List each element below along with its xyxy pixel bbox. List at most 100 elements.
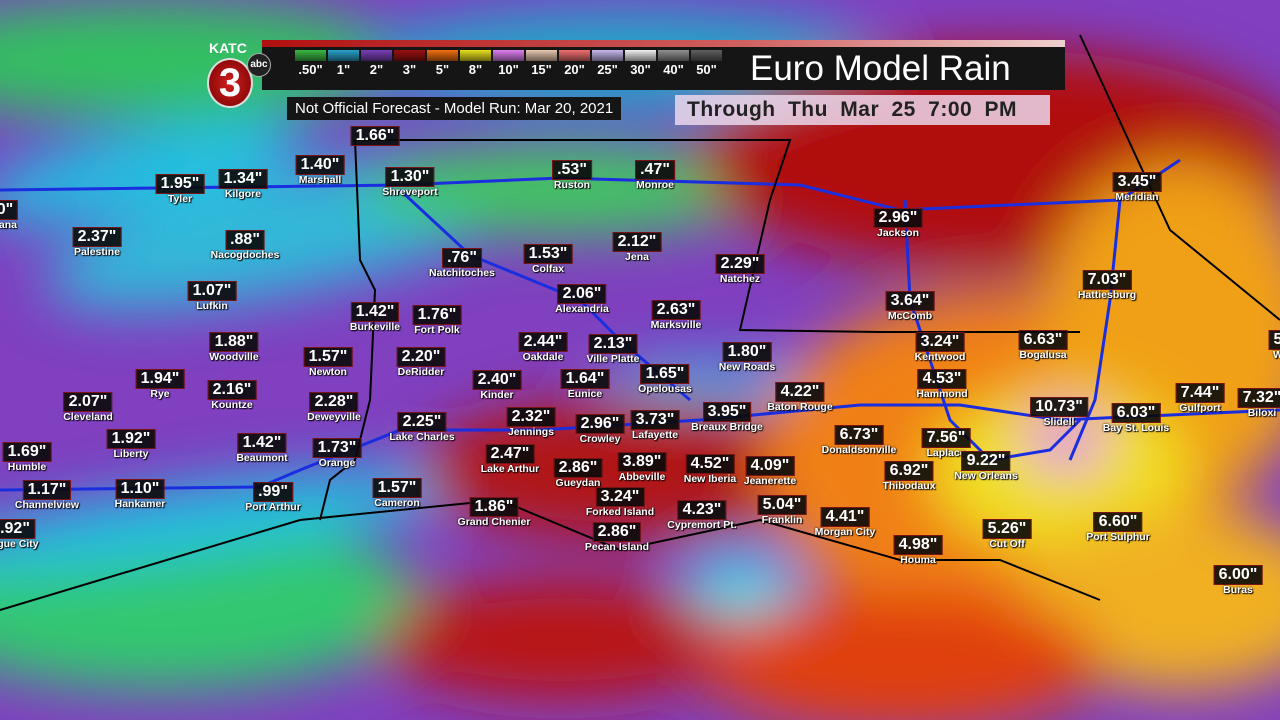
city-label: .53" Ruston — [552, 160, 592, 191]
city-label: 7.44" Gulfport — [1175, 383, 1225, 414]
city-label: .76" Natchitoches — [429, 248, 495, 279]
legend-swatch — [427, 50, 458, 61]
city-name: Deweyville — [307, 411, 361, 423]
legend-item: 8" — [460, 50, 491, 79]
rain-total: 3.45" — [1112, 172, 1162, 192]
city-label: 2.86" Gueydan — [553, 458, 603, 489]
rain-total: 7.56" — [921, 428, 971, 448]
city-label: 6.60" Port Sulphur — [1086, 512, 1150, 543]
legend-item: 5" — [427, 50, 458, 79]
city-name: Kentwood — [914, 351, 966, 363]
city-label: 6.00" Buras — [1213, 565, 1263, 596]
rain-total: 2.06" — [557, 284, 607, 304]
rain-total: 3.89" — [617, 452, 667, 472]
city-name: Hammond — [916, 388, 968, 400]
city-label: 1.69" Humble — [2, 442, 52, 473]
city-label: 1.17" Channelview — [15, 480, 79, 511]
legend-swatch — [691, 50, 722, 61]
city-name: Opelousas — [638, 383, 692, 395]
legend-item: 40" — [658, 50, 689, 79]
rain-total: 1.69" — [2, 442, 52, 462]
city-name: Gueydan — [555, 477, 601, 489]
city-label: 1.88" Woodville — [209, 332, 259, 363]
city-name: Eunice — [567, 388, 603, 400]
rain-total: 1.30" — [385, 167, 435, 187]
legend-swatch — [328, 50, 359, 61]
legend-label: .50" — [298, 62, 323, 77]
city-name: Humble — [7, 461, 47, 473]
rain-total: 2.86" — [592, 522, 642, 542]
city-label: 1.42" Burkeville — [350, 302, 400, 333]
rain-total: 4.52" — [685, 454, 735, 474]
legend-swatch — [394, 50, 425, 61]
city-name: cana — [0, 219, 17, 231]
rain-total: 4.41" — [820, 507, 870, 527]
legend-swatch — [526, 50, 557, 61]
city-name: Port Sulphur — [1086, 531, 1150, 543]
city-label: 2.96" Jackson — [873, 208, 923, 239]
rain-total: 2.25" — [397, 412, 447, 432]
city-label: 2.37" Palestine — [72, 227, 122, 258]
rain-total: 9.22" — [961, 451, 1011, 471]
city-label: 1.10" Hankamer — [115, 479, 165, 510]
city-label: 3.89" Abbeville — [617, 452, 667, 483]
rain-total: .47" — [635, 160, 675, 180]
rain-total: 3.24" — [595, 487, 645, 507]
rain-total: 1.80" — [722, 342, 772, 362]
legend-label: 1" — [336, 62, 351, 77]
model-run-subtitle: Not Official Forecast - Model Run: Mar 2… — [287, 97, 622, 120]
city-name: New Orleans — [954, 470, 1018, 482]
city-label: 7.03" Hattiesburg — [1078, 270, 1136, 301]
city-label: 9.22" New Orleans — [954, 451, 1018, 482]
rain-total: 6.63" — [1018, 330, 1068, 350]
city-name: Rye — [150, 388, 170, 400]
city-name: Oakdale — [522, 351, 564, 363]
rain-total: 1.95" — [155, 174, 205, 194]
city-name: Fort Polk — [414, 324, 460, 336]
city-name: Kountze — [211, 399, 253, 411]
rain-total: 1.86" — [469, 497, 519, 517]
city-name: Baton Rouge — [767, 401, 833, 413]
rain-total: .53" — [552, 160, 592, 180]
city-name: Ville Platte — [586, 353, 640, 365]
rain-total: 5.26" — [982, 519, 1032, 539]
city-label: 3.64" McComb — [885, 291, 935, 322]
city-label: 2.40" Kinder — [472, 370, 522, 401]
legend-label: 30" — [630, 62, 651, 77]
city-name: Kinder — [480, 389, 514, 401]
city-name: Houma — [900, 554, 936, 566]
city-name: Palestine — [73, 246, 121, 258]
rain-total: 6.60" — [1093, 512, 1143, 532]
rain-total: 1.66" — [350, 126, 400, 146]
rain-total: 2.13" — [588, 334, 638, 354]
city-name: Bay St. Louis — [1102, 422, 1170, 434]
city-name: Crowley — [579, 433, 621, 445]
city-name: Alexandria — [555, 303, 609, 315]
rain-total: 6.03" — [1111, 403, 1161, 423]
city-label: .92"ague City — [0, 519, 39, 550]
city-name: Buras — [1223, 584, 1253, 596]
rain-total: .99" — [253, 482, 293, 502]
city-label: 3.95" Breaux Bridge — [691, 402, 763, 433]
city-name: Liberty — [113, 448, 149, 460]
city-name: Channelview — [14, 499, 80, 511]
city-label: 2.29" Natchez — [715, 254, 765, 285]
city-name: Lufkin — [196, 300, 228, 312]
rain-total: 1.34" — [218, 169, 268, 189]
city-label: 10.73" Slidell — [1030, 397, 1088, 428]
rain-total: 2.47" — [485, 444, 535, 464]
rain-total: 1.40" — [295, 155, 345, 175]
city-name: Kilgore — [224, 188, 262, 200]
city-name: Thibodaux — [882, 480, 936, 492]
city-name: Morgan City — [814, 526, 876, 538]
rain-total: 1.73" — [312, 438, 362, 458]
city-name: Cut Off — [989, 538, 1025, 550]
city-label: 1.57" Newton — [303, 347, 353, 378]
city-label: 3.73" Lafayette — [630, 410, 680, 441]
city-name: Ruston — [553, 179, 591, 191]
city-name: Bogalusa — [1019, 349, 1067, 361]
city-label: 2.25" Lake Charles — [389, 412, 455, 443]
rain-total: 1.92" — [106, 429, 156, 449]
